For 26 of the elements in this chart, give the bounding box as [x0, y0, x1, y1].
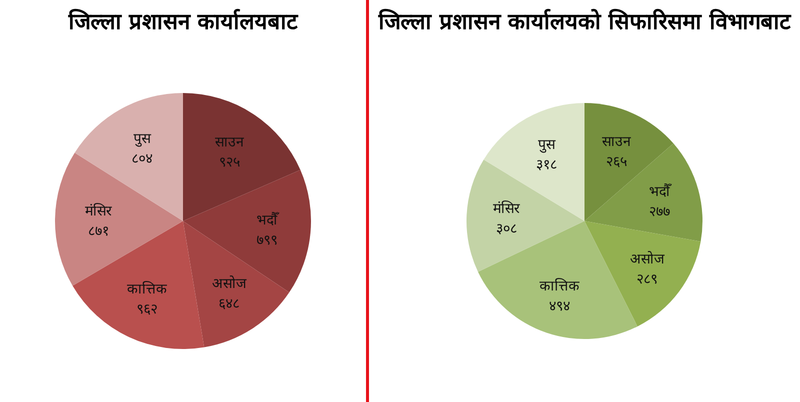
data-label: ९६२ [136, 302, 158, 318]
slice-label: असोज [212, 275, 247, 292]
data-label: २७७ [649, 204, 670, 220]
data-label: ३०८ [496, 221, 518, 238]
slice-label: कात्तिक [539, 278, 580, 295]
data-label: ४९४ [548, 298, 570, 315]
data-label: ३१८ [536, 157, 557, 174]
slice-label: असोज [630, 250, 665, 268]
data-label: ८७१ [88, 224, 110, 240]
slice-label: भदौँ [256, 212, 280, 229]
slice-label: साउन [214, 134, 244, 150]
slice-label: मंसिर [85, 202, 112, 220]
data-label: २६५ [606, 154, 628, 170]
data-label: ९२५ [218, 154, 240, 170]
slice-label: साउन [602, 134, 632, 150]
data-label: ६४८ [218, 296, 240, 312]
data-label: २८९ [636, 272, 658, 288]
data-label: ८०४ [132, 151, 153, 168]
slice-label: भदौँ [649, 183, 672, 200]
chart-title: जिल्ला प्रशासन कार्यालयको सिफारिसमा विभागबाट [377, 8, 792, 37]
slice-label: पुस [538, 137, 556, 154]
data-label: ७९९ [256, 232, 278, 249]
slice-label: पुस [134, 131, 152, 148]
slice-label: कात्तिक [127, 280, 168, 298]
slice-label: मंसिर [493, 200, 520, 218]
chart-title: जिल्ला प्रशासन कार्यालयबाट [67, 8, 300, 37]
